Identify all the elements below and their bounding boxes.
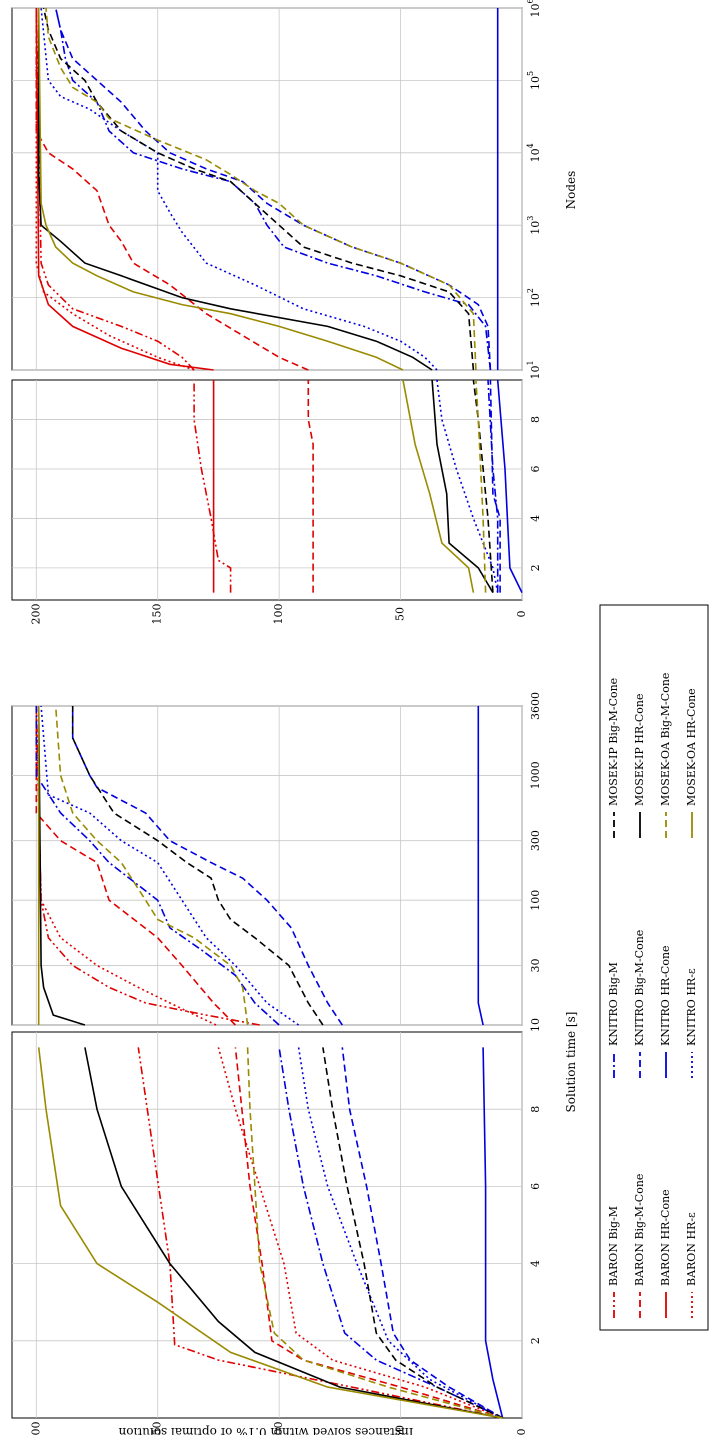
x-tick-label: 2	[529, 1337, 542, 1344]
x-tick-label: 30	[529, 958, 542, 972]
series-line: KNITRO HR-ε	[40, 7, 438, 371]
x-tick-label: 105	[526, 71, 542, 90]
series-line: MOSEK-IP HR-Cone	[431, 379, 494, 594]
x-tick-label: 10	[529, 1018, 542, 1032]
series-line: KNITRO Big-M-Cone	[71, 706, 343, 1026]
time-x-axis-label: Solution time [s]	[564, 1012, 578, 1113]
y-tick-label: 150	[151, 1422, 164, 1435]
x-tick-label: 8	[529, 1106, 542, 1113]
series-line: KNITRO Big-M-Cone	[341, 1047, 504, 1419]
y-axis-label: Instances solved within 0.1% of optimal …	[118, 1425, 413, 1435]
legend-label: BARON Big-M-Cone	[633, 1174, 646, 1286]
x-tick-label: 106	[526, 0, 542, 18]
series-line: BARON Big-M-Cone	[234, 1047, 503, 1419]
series-line: BARON HR-ε	[217, 1047, 503, 1419]
x-tick-label: 102	[526, 288, 542, 307]
panel-frame	[11, 1031, 523, 1419]
panel-frame	[11, 705, 523, 1026]
series-line: KNITRO HR-ε	[436, 379, 499, 593]
series-line: MOSEK-OA HR-Cone	[402, 379, 475, 593]
legend-label: KNITRO Big-M-Cone	[633, 930, 646, 1046]
y-tick-label: 50	[394, 1425, 407, 1435]
series-line: MOSEK-IP HR-Cone	[37, 8, 433, 371]
series-line: MOSEK-IP Big-M-Cone	[322, 1047, 503, 1419]
legend: BARON Big-M BARON Big-M-Cone BARON HR-Cone…	[599, 604, 709, 1331]
series-line: MOSEK-OA Big-M-Cone	[45, 7, 477, 371]
series-line: MOSEK-OA Big-M-Cone	[246, 1047, 503, 1419]
legend-label: BARON HR-Cone	[659, 1189, 672, 1286]
y-tick-label: 0	[515, 611, 528, 618]
series-line: MOSEK-IP Big-M-Cone	[42, 7, 475, 371]
series-line: KNITRO Big-M	[278, 1047, 503, 1419]
x-tick-label: 100	[529, 890, 542, 911]
nodes-x-axis-label: Nodes	[564, 171, 578, 210]
y-tick-label: 0	[515, 1429, 528, 1435]
series-line: KNITRO Big-M	[487, 379, 499, 593]
legend-label: MOSEK-OA HR-Cone	[685, 688, 698, 806]
x-tick-label: 300	[529, 830, 542, 851]
series-line: MOSEK-OA HR-Cone	[37, 1047, 503, 1419]
series-line: BARON HR-Cone	[35, 7, 214, 371]
series-line: MOSEK-IP HR-Cone	[84, 1047, 503, 1419]
x-tick-label: 8	[529, 416, 542, 423]
series-line: MOSEK-IP Big-M-Cone	[472, 379, 494, 593]
x-tick-label: 3600	[529, 692, 542, 720]
x-tick-label: 1000	[529, 761, 542, 789]
series-line: BARON Big-M	[35, 705, 260, 1026]
x-tick-label: 103	[526, 216, 542, 235]
series-line: BARON Big-M	[193, 380, 232, 593]
y-tick-label: 100	[272, 604, 285, 625]
x-tick-label: 4	[529, 515, 542, 522]
x-tick-label: 2	[529, 564, 542, 571]
nodes-linear-panel: 2 4 6 8 0 50 100 150 200 BARON Big-M BARON Big-M-C…	[11, 379, 542, 625]
series-line: MOSEK-IP Big-M-Cone	[71, 706, 324, 1026]
series-line: KNITRO HR-Cone	[496, 379, 523, 593]
series-line: KNITRO Big-M-Cone	[54, 7, 492, 371]
series-line: KNITRO Big-M-Cone	[489, 379, 501, 593]
legend-label: MOSEK-OA Big-M-Cone	[659, 673, 672, 806]
series-line: KNITRO Big-M	[35, 706, 280, 1026]
series-line: BARON Big-M-Cone	[35, 706, 236, 1026]
y-tick-label: 50	[394, 607, 407, 621]
y-tick-label: 200	[29, 1422, 42, 1435]
series-line: BARON Big-M	[35, 7, 195, 371]
legend-label: KNITRO HR-Cone	[659, 945, 672, 1046]
legend-label: BARON HR-ε	[685, 1212, 698, 1286]
legend-label: KNITRO HR-ε	[685, 968, 698, 1046]
series-line: MOSEK-OA Big-M-Cone	[475, 379, 487, 593]
series-line: KNITRO HR-Cone	[477, 706, 484, 1026]
legend-label: MOSEK-IP HR-Cone	[633, 694, 646, 806]
x-tick-label: 6	[529, 465, 542, 472]
series-line: MOSEK-IP HR-Cone	[37, 705, 86, 1026]
legend-box	[599, 604, 709, 1331]
series-line: BARON Big-M-Cone	[307, 380, 314, 593]
legend-label: BARON Big-M	[607, 1206, 620, 1286]
series-line: BARON Big-M	[137, 1047, 503, 1419]
y-tick-label: 150	[151, 604, 164, 625]
series-line: MOSEK-OA HR-Cone	[37, 7, 404, 371]
panel-frame	[11, 379, 523, 601]
y-tick-label: 100	[272, 1422, 285, 1435]
legend-label: MOSEK-IP Big-M-Cone	[607, 678, 620, 806]
x-tick-label: 101	[526, 360, 542, 379]
series-line: MOSEK-OA Big-M-Cone	[54, 705, 249, 1026]
x-tick-label: 6	[529, 1183, 542, 1190]
x-tick-label: 4	[529, 1260, 542, 1267]
y-tick-label: 200	[29, 604, 42, 625]
legend-label: KNITRO Big-M	[607, 962, 620, 1046]
series-line: KNITRO HR-Cone	[482, 1047, 504, 1419]
panel-frame	[11, 7, 523, 371]
x-tick-label: 104	[526, 143, 542, 162]
series-line: BARON HR-ε	[35, 8, 195, 371]
